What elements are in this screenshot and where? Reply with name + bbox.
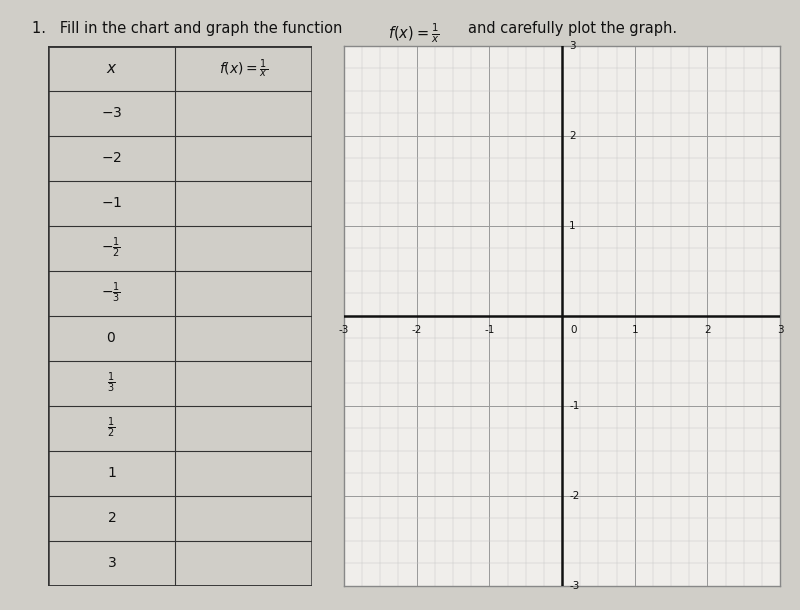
Text: $3$: $3$ — [106, 556, 116, 570]
Text: -1: -1 — [570, 401, 580, 411]
Text: 1: 1 — [570, 221, 576, 231]
Text: 1: 1 — [631, 325, 638, 335]
Text: -2: -2 — [570, 490, 580, 501]
Text: -2: -2 — [411, 325, 422, 335]
Text: -3: -3 — [339, 325, 349, 335]
Text: $f(x) = \frac{1}{x}$: $f(x) = \frac{1}{x}$ — [218, 57, 268, 80]
Text: $-3$: $-3$ — [101, 106, 122, 120]
Text: and carefully plot the graph.: and carefully plot the graph. — [468, 21, 677, 37]
Text: 3: 3 — [777, 325, 783, 335]
Text: $-1$: $-1$ — [101, 196, 122, 210]
Text: $\frac{1}{2}$: $\frac{1}{2}$ — [107, 416, 115, 440]
Text: $2$: $2$ — [106, 511, 116, 525]
Text: 3: 3 — [570, 41, 576, 51]
Text: $1$: $1$ — [106, 466, 116, 480]
Text: $-\frac{1}{2}$: $-\frac{1}{2}$ — [102, 236, 122, 260]
Text: 2: 2 — [570, 131, 576, 141]
Text: $\frac{1}{3}$: $\frac{1}{3}$ — [107, 371, 115, 395]
Text: $f(x) = \frac{1}{x}$: $f(x) = \frac{1}{x}$ — [388, 21, 440, 45]
Text: $-\frac{1}{3}$: $-\frac{1}{3}$ — [102, 281, 122, 306]
Text: 1.   Fill in the chart and graph the function: 1. Fill in the chart and graph the funct… — [32, 21, 342, 37]
Text: $-2$: $-2$ — [101, 151, 122, 165]
Text: -3: -3 — [570, 581, 580, 590]
Text: 0: 0 — [570, 325, 578, 335]
Text: -1: -1 — [484, 325, 494, 335]
Text: $x$: $x$ — [106, 61, 117, 76]
Text: $0$: $0$ — [106, 331, 116, 345]
Text: 2: 2 — [704, 325, 710, 335]
